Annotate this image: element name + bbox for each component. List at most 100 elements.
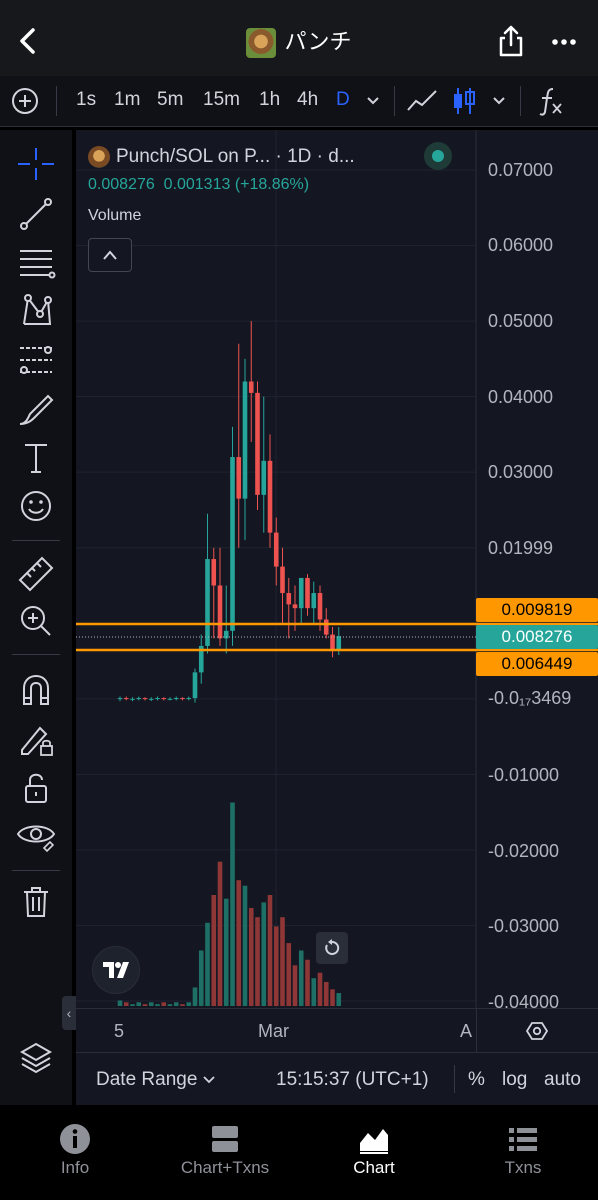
reset-chart-button[interactable] (316, 932, 348, 964)
volume-bar (292, 965, 298, 1006)
volume-bar (117, 1000, 123, 1006)
timeframe-5m[interactable]: 5m (157, 89, 184, 110)
visibility-eye-icon[interactable] (14, 816, 58, 856)
candle-body (317, 593, 323, 620)
lock-drawings-icon[interactable] (14, 720, 58, 760)
market-status-indicator[interactable] (424, 142, 452, 170)
percent-scale-toggle[interactable]: % (468, 1069, 485, 1090)
brush-icon[interactable] (14, 390, 58, 430)
chevron-down-icon (203, 1076, 215, 1084)
timeframe-1h[interactable]: 1h (259, 89, 281, 110)
volume-bar (186, 1002, 192, 1006)
token-avatar (246, 28, 277, 59)
volume-bar (180, 1004, 185, 1006)
chart-toolbar: 1s 1m 5m 15m 1h 4h D (0, 76, 598, 127)
volume-bar (230, 802, 235, 1006)
nav-tab-txns[interactable]: Txns (448, 1105, 598, 1200)
chevron-down-icon[interactable] (366, 94, 380, 108)
time-axis-label: A (460, 1021, 473, 1041)
collapse-legend-button[interactable] (88, 238, 132, 272)
timeframe-d[interactable]: D (336, 89, 350, 110)
timezone-clock[interactable]: 15:15:37 (UTC+1) (276, 1069, 429, 1090)
price-axis-label: 0.07000 (488, 160, 554, 180)
time-axis-label: Mar (258, 1021, 289, 1041)
log-scale-toggle[interactable]: log (502, 1069, 528, 1090)
price-axis-label: 0.04000 (488, 387, 554, 407)
close-value: 0.008276 (88, 176, 155, 193)
nav-tab-chart-txns[interactable]: Chart+Txns (150, 1105, 300, 1200)
timeframe-4h[interactable]: 4h (297, 89, 319, 110)
time-axis[interactable]: 5 Mar A (76, 1008, 598, 1053)
volume-bar (205, 922, 210, 1006)
page-title: パンチ (0, 24, 598, 59)
candle-body (123, 698, 129, 700)
forecast-tool-icon[interactable] (14, 340, 58, 380)
bottom-divider (454, 1065, 455, 1093)
timeframe-15m[interactable]: 15m (203, 89, 240, 110)
nav-label: Txns (504, 1158, 542, 1177)
nav-tab-info[interactable]: Info (0, 1105, 150, 1200)
timeframe-1m[interactable]: 1m (114, 89, 141, 110)
list-icon (509, 1128, 537, 1151)
share-icon[interactable] (496, 24, 526, 58)
unlock-icon[interactable] (14, 768, 58, 808)
lower-line-price-tag[interactable]: 0.006449 (476, 652, 598, 676)
last-price-tag[interactable]: 0.008276 (476, 625, 598, 649)
text-tool-icon[interactable] (14, 438, 58, 478)
time-axis-label: 5 (114, 1021, 125, 1041)
token-logo (88, 146, 110, 168)
symbol-legend[interactable]: Punch/SOL on P... · 1D · d... (88, 146, 355, 168)
indicators-fx-icon[interactable] (538, 86, 564, 116)
candle-body (267, 460, 273, 533)
add-symbol-icon[interactable] (11, 87, 39, 115)
trash-icon[interactable] (14, 882, 58, 922)
ruler-icon[interactable] (14, 552, 58, 592)
volume-bar (267, 895, 273, 1006)
collapse-sidebar-tab[interactable]: ‹ (62, 996, 76, 1030)
price-axis-label: -0.0₁₇3469 (488, 688, 572, 708)
candles-icon[interactable] (452, 86, 476, 116)
ohlc-values: 0.008276 0.001313 (+18.86%) (88, 176, 309, 194)
volume-bar (217, 861, 223, 1006)
zoom-in-icon[interactable] (14, 600, 58, 640)
candle-body (161, 698, 167, 700)
tradingview-logo[interactable] (92, 946, 140, 994)
candle-body (305, 577, 310, 609)
volume-bar (323, 981, 329, 1006)
volume-bar (136, 1002, 142, 1006)
top-bar: パンチ (0, 0, 598, 76)
settings-gear-icon[interactable] (526, 1020, 548, 1042)
object-tree-layers-icon[interactable] (14, 1038, 58, 1078)
price-chart[interactable] (76, 130, 598, 1008)
emoji-icon[interactable] (14, 486, 58, 526)
candle-body (117, 698, 123, 700)
pattern-tool-icon[interactable] (14, 290, 58, 330)
auto-scale-toggle[interactable]: auto (544, 1069, 581, 1090)
trend-line-icon[interactable] (14, 194, 58, 234)
volume-bar (242, 885, 248, 1006)
magnet-icon[interactable] (14, 670, 58, 710)
volume-bar (123, 1002, 129, 1006)
volume-legend: Volume (88, 207, 142, 224)
date-range-button[interactable]: Date Range (96, 1069, 215, 1091)
horizontal-lines-icon[interactable] (14, 242, 58, 282)
back-arrow-icon[interactable] (14, 24, 44, 58)
candle-body (211, 559, 217, 586)
price-axis-label: 0.06000 (488, 235, 554, 255)
chart-pane[interactable]: Punch/SOL on P... · 1D · d... 0.008276 0… (62, 130, 598, 1105)
line-chart-icon[interactable] (406, 88, 438, 114)
volume-bar (161, 1002, 167, 1006)
timeframe-1s[interactable]: 1s (76, 89, 97, 110)
crosshair-icon[interactable] (14, 144, 58, 184)
candle-body (292, 604, 298, 609)
date-range-label: Date Range (96, 1069, 198, 1090)
chevron-down-icon[interactable] (492, 94, 506, 108)
nav-tab-chart[interactable]: Chart (299, 1105, 449, 1200)
tradingview-logo-icon (103, 962, 129, 978)
volume-bar (148, 1002, 154, 1006)
upper-line-price-tag[interactable]: 0.009819 (476, 598, 598, 622)
more-options-icon[interactable] (550, 28, 578, 56)
candle-body (311, 593, 317, 609)
nav-label: Info (60, 1158, 90, 1177)
candle-body (236, 457, 242, 499)
